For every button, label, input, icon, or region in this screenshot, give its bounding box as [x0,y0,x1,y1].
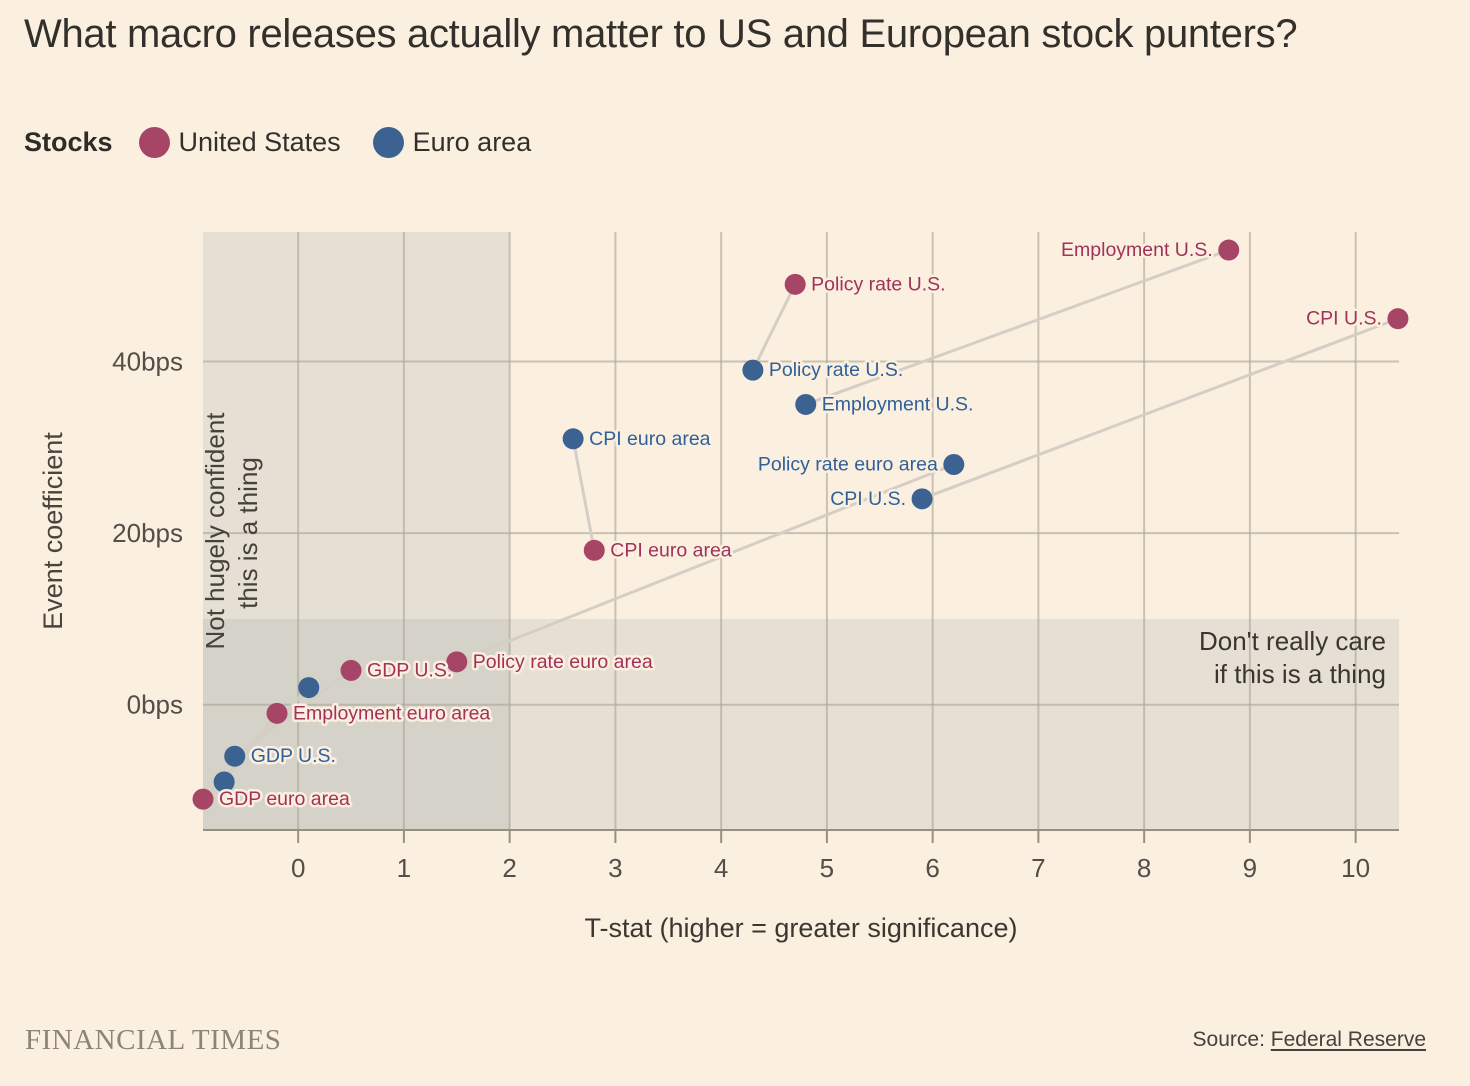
shaded-regions [203,232,1399,830]
axes: 0 1 2 3 4 5 6 7 8 9 10 0bps 20bps 40bps T-stat (higher… [38,347,1399,943]
connector-cpi-us [920,317,1400,501]
point-label-policy-rate-us-euro: Policy rate U.S. [769,359,903,381]
point-policy-rate-us-euro[interactable] [742,359,764,381]
point-employment-us-euro[interactable] [795,393,817,415]
point-policy-rate-us-us[interactable] [784,273,806,295]
legend-item-label: United States [178,127,341,157]
region-low-significance [203,232,510,830]
source-note: Source: Federal Reserve [1193,1028,1426,1052]
point-label-policy-rate-us-us: Policy rate U.S. [811,273,945,295]
point-policy-rate-euro-area-euro[interactable] [943,454,965,476]
x-tick-label-3: 3 [608,853,622,883]
point-gdp-euro-area-euro[interactable] [298,677,320,699]
euro-series-dot-icon [372,127,404,158]
ft-logo: FINANCIAL TIMES [25,1023,282,1056]
x-tick-label-9: 9 [1243,853,1257,883]
x-axis-title: T-stat (higher = greater significance) [585,913,1018,943]
gridlines [203,232,1399,830]
point-employment-euro-area-euro[interactable] [213,771,235,793]
point-label-cpi-us-us: CPI U.S. [1306,308,1382,330]
source-link[interactable]: Federal Reserve [1270,1028,1426,1051]
region-label-low-coefficient-line2: if this is a thing [1214,659,1386,689]
region-annotations: Not hugely confident this is a thing Don't… [200,412,1386,689]
connector-policy-rate-us [751,282,797,372]
point-label-employment-us-euro: Employment U.S. [822,393,974,415]
point-policy-rate-euro-area-us[interactable] [446,651,468,673]
legend-item-label: Euro area [412,127,532,157]
point-label-cpi-euro-area-euro: CPI euro area [589,428,711,450]
point-label-gdp-us-euro: GDP U.S. [251,745,336,767]
point-cpi-euro-area-euro[interactable] [562,428,584,450]
legend-item-united-states: United States [138,127,341,158]
connector-employment-us [804,248,1231,406]
pair-connector-lines [201,248,1400,801]
point-label-gdp-euro-area-us: GDP euro area [219,788,350,810]
legend-item-euro-area: Euro area [372,127,532,158]
us-series-dot-icon [138,127,170,158]
point-gdp-euro-area-us[interactable] [192,788,214,810]
point-label-employment-euro-area-us: Employment euro area [293,702,490,724]
point-cpi-us-euro[interactable] [911,488,933,510]
x-tick-label-2: 2 [502,853,516,883]
connector-policy-rate-euro-area [455,463,956,664]
region-label-low-significance-line1: Not hugely confident [200,412,230,650]
x-tick-label-4: 4 [714,853,728,883]
region-low-coefficient [203,618,1399,830]
x-tick-label-8: 8 [1137,853,1151,883]
point-gdp-us-us[interactable] [340,659,362,681]
point-label-employment-us-us: Employment U.S. [1061,239,1213,261]
point-label-policy-rate-euro-area-euro: Policy rate euro area [758,454,938,476]
source-prefix: Source: [1192,1028,1265,1051]
point-label-gdp-us-us: GDP U.S. [367,659,452,681]
point-cpi-us-us[interactable] [1387,308,1409,330]
x-tick-label-1: 1 [397,853,411,883]
x-tick-label-5: 5 [820,853,834,883]
y-tick-label-20: 20bps [112,518,183,548]
x-tick-label-0: 0 [291,853,305,883]
footer: FINANCIAL TIMES Source: Federal Reserve [0,1012,1470,1068]
x-tick-label-7: 7 [1031,853,1045,883]
y-tick-label-40: 40bps [112,347,183,377]
region-label-low-significance-line2: this is a thing [233,457,263,609]
page-title: What macro releases actually matter to U… [24,12,1298,56]
y-axis-title: Event coefficient [38,432,68,630]
x-tick-label-10: 10 [1341,853,1370,883]
legend-title: Stocks [24,127,113,157]
data-points [192,239,1409,810]
connector-cpi-euro-area [571,437,596,552]
point-gdp-us-euro[interactable] [224,745,246,767]
point-employment-us-us[interactable] [1218,239,1240,261]
y-tick-label-0: 0bps [127,690,183,720]
point-label-cpi-us-euro: CPI U.S. [830,488,906,510]
point-cpi-euro-area-us[interactable] [583,539,605,561]
x-tick-label-6: 6 [925,853,939,883]
legend: Stocks United States Euro area [24,127,549,158]
point-label-cpi-euro-area-us: CPI euro area [610,539,732,561]
point-label-policy-rate-euro-area-us: Policy rate euro area [473,651,653,673]
point-employment-euro-area-us[interactable] [266,702,288,724]
region-label-low-coefficient-line1: Don't really care [1199,626,1386,656]
data-point-labels: Employment U.S. Policy rate U.S. CPI U.S. C… [217,237,1385,813]
